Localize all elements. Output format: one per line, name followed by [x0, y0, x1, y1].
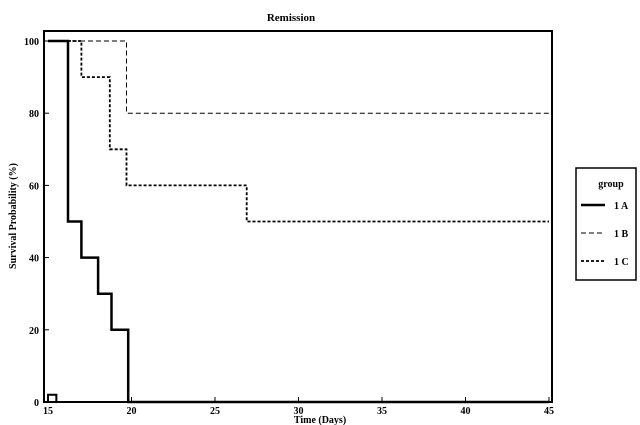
censor-mark — [47, 393, 58, 402]
series-layer — [48, 39, 549, 404]
series-line-1 — [48, 39, 549, 404]
y-tick-label: 40 — [29, 254, 39, 265]
annotation-layer — [47, 393, 58, 402]
x-tick-label: 45 — [544, 406, 554, 417]
y-axis-title: Survival Probability (%) — [8, 163, 19, 269]
y-tick-label: 100 — [24, 37, 39, 48]
legend-label: 1 C — [614, 257, 629, 268]
y-tick-label: 60 — [29, 181, 39, 192]
x-axis-ticks: 15 20 25 30 35 40 45 — [43, 397, 554, 417]
y-axis-ticks: 0 20 40 60 80 100 — [24, 37, 49, 409]
legend-label: 1 A — [614, 201, 629, 212]
y-tick-label: 20 — [29, 326, 39, 337]
plot-frame — [43, 30, 553, 403]
x-tick-label: 25 — [210, 406, 220, 417]
x-tick-label: 35 — [377, 406, 387, 417]
legend-items: 1 A 1 B 1 C — [581, 201, 629, 268]
y-tick-label: 0 — [34, 398, 39, 409]
legend-label: 1 B — [614, 229, 629, 240]
x-tick-label: 20 — [127, 406, 137, 417]
x-tick-label: 40 — [461, 406, 471, 417]
x-axis-title: Time (Days) — [294, 415, 346, 425]
y-tick-label: 80 — [29, 109, 39, 120]
chart-title: Remission — [267, 12, 315, 24]
x-tick-label: 30 — [294, 406, 304, 417]
legend-title: group — [598, 179, 624, 190]
legend: group 1 A 1 B 1 C — [575, 167, 637, 281]
series-line-2 — [48, 40, 549, 114]
x-tick-label: 15 — [43, 406, 53, 417]
series-line-3 — [48, 40, 549, 223]
